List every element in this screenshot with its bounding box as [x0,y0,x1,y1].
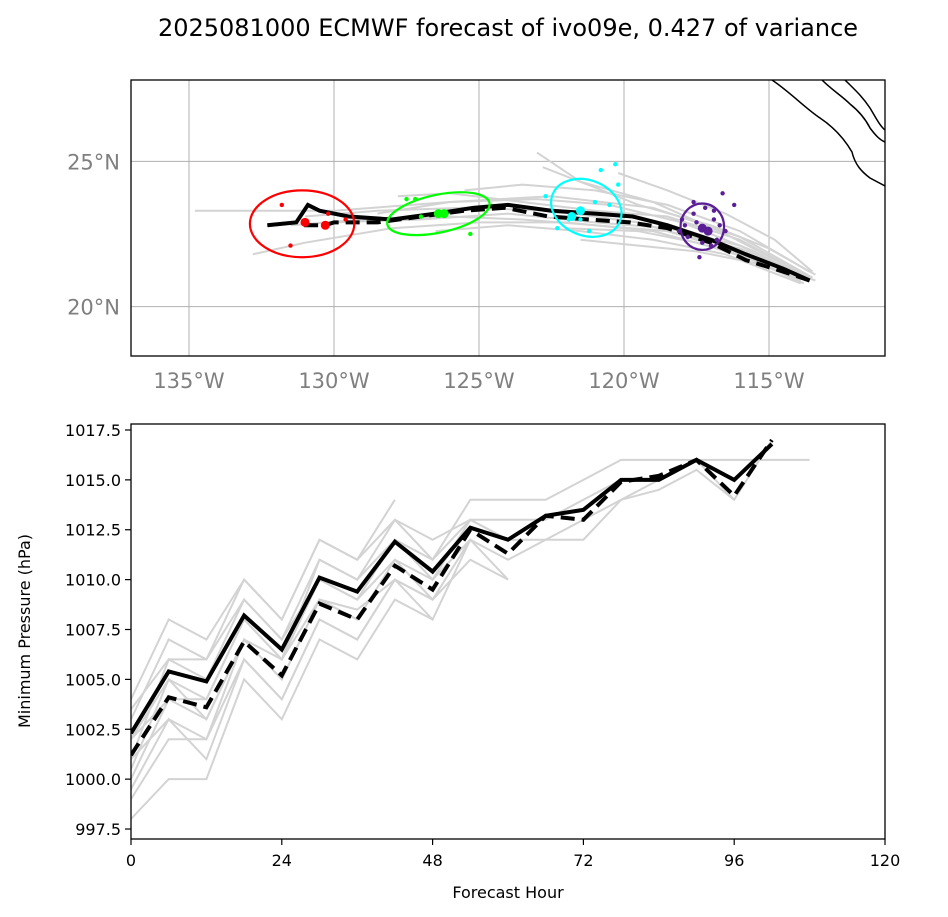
y-tick-label: 997.5 [75,820,121,839]
figure-title: 2025081000 ECMWF forecast of ivo09e, 0.4… [158,14,858,42]
cluster-point-day-3 [613,162,618,167]
cluster-point-day-4 [723,228,728,234]
cluster-ellipse-day-3 [550,177,623,238]
cluster-point-day-4 [691,199,696,205]
lon-tick-label: 130°W [298,369,370,393]
pressure-ensemble-member [131,468,735,710]
cluster-point-day-4 [703,205,708,211]
pressure-ensemble-member [131,558,509,790]
pressure-mean-solid [131,442,774,735]
cluster-point-day-4 [685,234,690,240]
cluster-point-day-3 [616,182,621,187]
cluster-point-day-1 [300,217,310,227]
ensemble-track [464,183,811,273]
pressure-ensemble-member [131,439,773,800]
map-frame [130,79,886,357]
cluster-point-day-2 [468,231,473,237]
cluster-point-day-1 [288,243,293,248]
cluster-point-day-4 [703,226,713,236]
cluster-point-day-3 [587,228,592,234]
cluster-point-day-4 [711,208,717,213]
lon-tick-label: 115°W [733,369,805,393]
cluster-point-day-1 [343,217,348,222]
cluster-point-day-2 [418,214,424,219]
mean-tracks [267,202,811,283]
cluster-point-day-4 [732,202,737,208]
y-axis-label: Minimum Pressure (hPa) [15,534,34,728]
cluster-point-day-1 [320,220,330,230]
lon-tick-label: 135°W [153,369,225,393]
x-tick-label: 72 [573,851,593,870]
cluster-point-day-4 [697,255,702,260]
cluster-point-day-3 [598,167,603,173]
coastline [771,80,885,187]
y-tick-label: 1015.0 [65,471,121,490]
x-tick-label: 96 [724,851,744,870]
pressure-mean-lines [131,438,774,757]
x-tick-label: 24 [272,851,292,870]
cluster-point-day-1 [326,211,331,216]
x-tick-label: 0 [126,851,136,870]
ensemble-track [617,172,814,273]
lon-tick-label: 120°W [588,369,660,393]
y-tick-label: 1002.5 [65,720,121,739]
cluster-point-day-2 [404,196,409,202]
cluster-ellipse-day-1 [248,189,356,259]
mean-track-solid [267,202,811,283]
cluster-point-day-1 [279,202,284,208]
cluster-point-day-4 [717,223,722,228]
cluster-point-day-4 [682,223,688,228]
day-clusters [248,162,737,260]
cluster-point-day-3 [566,217,572,222]
pressure-mean-dashed [131,438,774,757]
pressure-ensemble-member [131,458,810,720]
pressure-panel: 0 24 48 72 96 120 997.5 1000.0 1002.5 1005.0 1007.… [15,421,900,902]
cluster-ellipse-day-2 [386,191,491,237]
cluster-point-day-3 [543,194,548,199]
track-map-panel: 135°W 130°W 125°W 120°W 115°W 20°N 25°N [67,79,886,393]
cluster-point-day-3 [555,225,560,231]
lat-tick-label: 25°N [67,150,120,174]
cluster-point-day-4 [679,217,685,222]
cluster-point-day-2 [413,196,418,202]
pressure-ensemble-member [131,578,434,770]
pressure-ensemble-member [131,598,434,820]
y-tick-label: 1005.0 [65,670,121,689]
cluster-point-day-4 [694,220,699,225]
cluster-point-day-4 [700,240,705,245]
cluster-point-day-4 [708,243,714,248]
y-tick-label: 1000.0 [65,770,121,789]
cluster-point-day-4 [711,217,717,222]
map-tick-labels: 135°W 130°W 125°W 120°W 115°W 20°N 25°N [67,150,805,393]
cluster-ellipse-day-4 [679,202,726,252]
cluster-point-day-3 [578,217,583,222]
cluster-point-day-4 [691,211,696,216]
y-tick-label: 1017.5 [65,421,121,440]
cluster-point-day-4 [720,191,725,196]
ensemble-track [333,212,808,279]
y-tick-label: 1010.0 [65,571,121,590]
cluster-point-day-2 [439,209,449,219]
cluster-point-day-4 [676,228,682,234]
cluster-point-day-3 [607,202,612,208]
ensemble-track [290,215,813,279]
x-tick-label: 48 [422,851,442,870]
y-tick-label: 1012.5 [65,521,121,540]
cluster-point-day-3 [592,199,598,205]
pressure-ensemble-lines [131,439,810,820]
y-tick-label: 1007.5 [65,621,121,640]
x-tick-label: 120 [870,851,901,870]
pressure-axis-ticks: 0 24 48 72 96 120 997.5 1000.0 1002.5 1005.0 1007.… [65,421,900,870]
map-gridlines [131,80,885,356]
x-axis-label: Forecast Hour [452,883,564,902]
cluster-point-day-3 [576,206,585,216]
lon-tick-label: 125°W [443,369,515,393]
cluster-point-day-4 [714,237,719,242]
pressure-frame [130,423,886,840]
lat-tick-label: 20°N [67,296,120,320]
mean-track-dashed [302,205,811,283]
